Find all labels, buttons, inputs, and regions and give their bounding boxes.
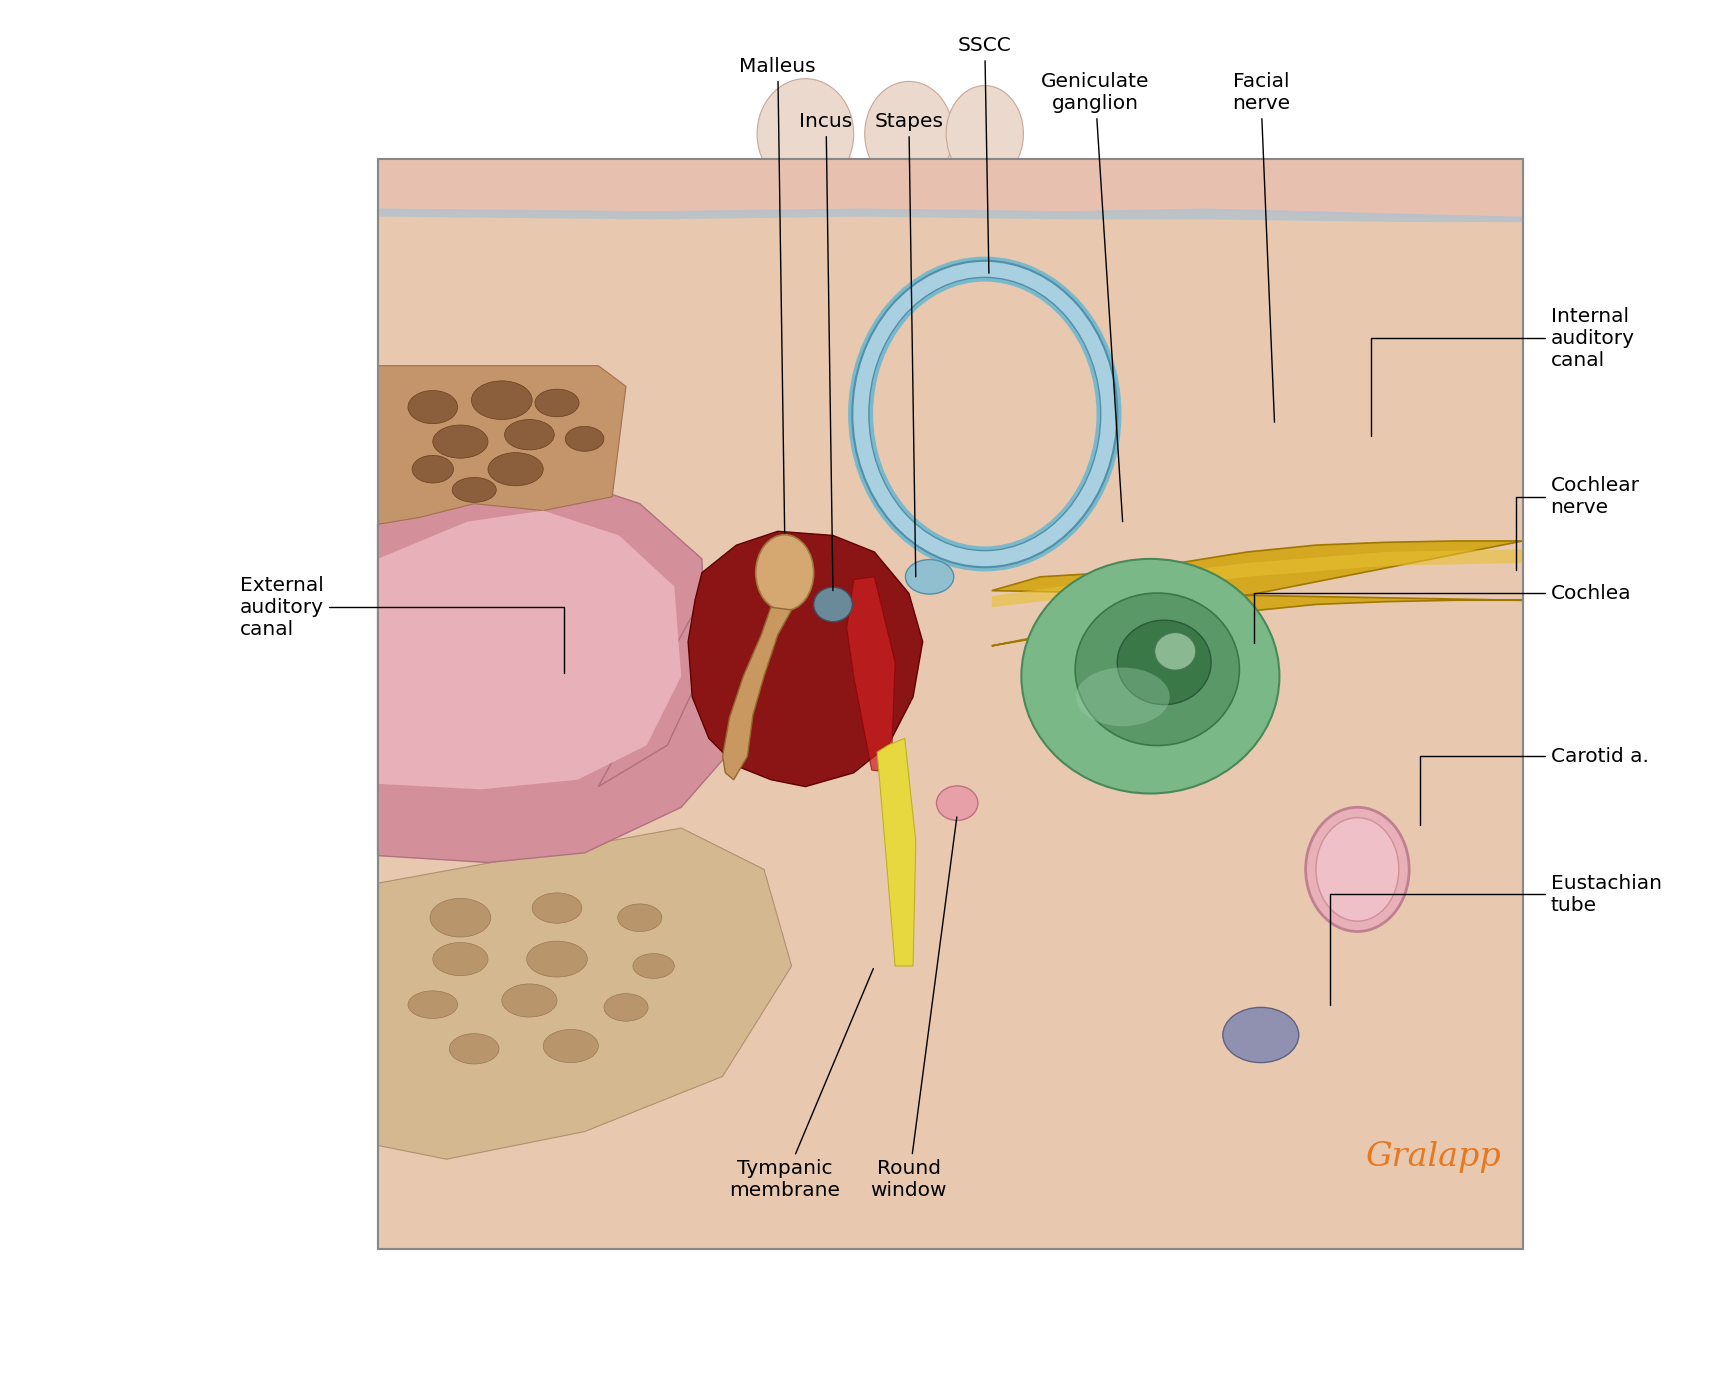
Ellipse shape — [864, 81, 953, 186]
Ellipse shape — [534, 389, 579, 417]
Polygon shape — [722, 607, 791, 780]
Ellipse shape — [413, 455, 453, 483]
Text: Gralapp: Gralapp — [1365, 1141, 1501, 1173]
Polygon shape — [689, 531, 923, 787]
Polygon shape — [378, 366, 626, 524]
Ellipse shape — [408, 391, 458, 424]
Polygon shape — [878, 738, 916, 966]
Text: Facial
nerve: Facial nerve — [1232, 72, 1289, 422]
Polygon shape — [992, 541, 1523, 646]
Ellipse shape — [604, 994, 649, 1021]
Ellipse shape — [814, 588, 852, 621]
Ellipse shape — [472, 381, 533, 420]
Ellipse shape — [1317, 817, 1398, 922]
Polygon shape — [378, 208, 1523, 222]
Text: Eustachian
tube: Eustachian tube — [1329, 874, 1662, 1005]
Ellipse shape — [408, 991, 458, 1018]
Polygon shape — [992, 549, 1523, 607]
Text: Internal
auditory
canal: Internal auditory canal — [1371, 306, 1634, 436]
Text: Cochlea: Cochlea — [1254, 584, 1631, 643]
Polygon shape — [378, 159, 1523, 221]
Ellipse shape — [1223, 1007, 1300, 1063]
Ellipse shape — [756, 79, 854, 189]
Polygon shape — [378, 131, 1523, 179]
Text: Stapes: Stapes — [874, 112, 944, 577]
Text: Tympanic
membrane: Tympanic membrane — [729, 969, 873, 1201]
Ellipse shape — [527, 941, 588, 977]
Polygon shape — [378, 476, 743, 862]
Ellipse shape — [449, 1034, 500, 1064]
Ellipse shape — [432, 943, 488, 976]
Text: External
auditory
canal: External auditory canal — [239, 575, 564, 673]
Ellipse shape — [618, 904, 661, 932]
Ellipse shape — [633, 954, 675, 978]
Ellipse shape — [566, 426, 604, 451]
Text: Incus: Incus — [800, 112, 852, 591]
Polygon shape — [847, 577, 895, 773]
Ellipse shape — [453, 477, 496, 502]
Text: Geniculate
ganglion: Geniculate ganglion — [1041, 72, 1150, 522]
Text: Carotid a.: Carotid a. — [1419, 747, 1648, 825]
Ellipse shape — [906, 560, 954, 593]
FancyBboxPatch shape — [378, 159, 1523, 1249]
Ellipse shape — [1022, 559, 1279, 794]
Text: Round
window: Round window — [871, 817, 956, 1201]
Polygon shape — [378, 828, 791, 1159]
Text: Cochlear
nerve: Cochlear nerve — [1516, 476, 1640, 570]
Ellipse shape — [1076, 668, 1169, 726]
Ellipse shape — [501, 984, 557, 1017]
Ellipse shape — [876, 284, 1093, 544]
Ellipse shape — [946, 86, 1024, 182]
Ellipse shape — [1117, 620, 1211, 705]
Ellipse shape — [1076, 593, 1239, 745]
Ellipse shape — [488, 453, 543, 486]
Ellipse shape — [430, 898, 491, 937]
Ellipse shape — [432, 425, 488, 458]
Ellipse shape — [1156, 632, 1195, 671]
Ellipse shape — [533, 893, 581, 923]
Text: Malleus: Malleus — [739, 57, 815, 533]
Ellipse shape — [756, 535, 814, 611]
Ellipse shape — [505, 420, 553, 450]
Ellipse shape — [1306, 807, 1409, 932]
Ellipse shape — [937, 787, 979, 820]
Polygon shape — [378, 511, 682, 789]
Ellipse shape — [543, 1029, 599, 1063]
Text: SSCC: SSCC — [958, 36, 1012, 273]
